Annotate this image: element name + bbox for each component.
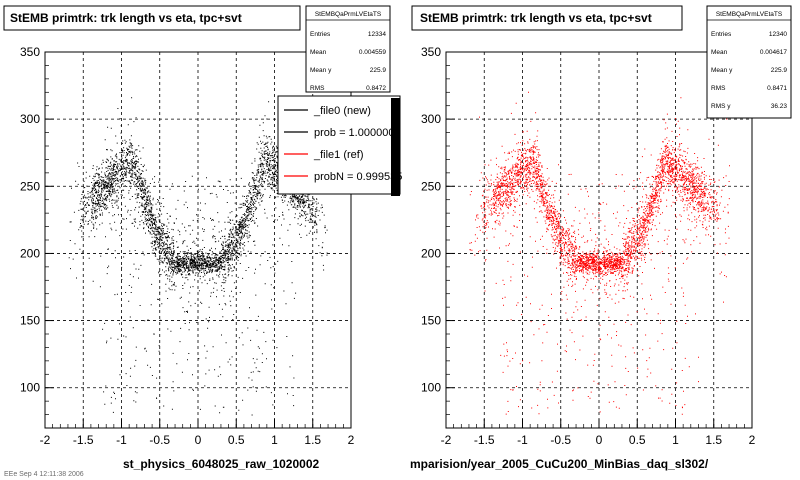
stats-value: 0.8472: [366, 85, 386, 92]
stats-label: RMS: [310, 85, 325, 92]
y-tick-label: 250: [20, 179, 40, 193]
left-stats-box: StEMBQaPrmLVEtaTS Entries 12334 Mean 0.0045…: [305, 5, 391, 93]
x-tick-label: 1.5: [304, 433, 321, 447]
y-tick-label: 200: [20, 246, 40, 260]
left-scatter-points: [68, 96, 328, 416]
scatter-points: [68, 96, 328, 416]
right-axis-ticks: -2 -1.5 -1 -0.5 0 0.5 1 1.5 2 100 150 200 250 300 350: [421, 45, 756, 447]
stats-value: 0.004617: [760, 49, 787, 56]
left-chart: -2 -1.5 -1 -0.5 0 0.5 1 1.5 2100150200250300350 …: [3, 5, 402, 478]
y-tick-label: 100: [421, 381, 441, 395]
y-tick-label: 250: [421, 179, 441, 193]
stats-value: 0.004559: [359, 49, 386, 56]
x-tick-label: 1: [672, 433, 679, 447]
x-tick-label: 1: [271, 433, 278, 447]
left-title-box: [3, 5, 301, 31]
right-x-axis-label: mparision/year_2005_CuCu200_MinBias_daq_…: [410, 457, 709, 471]
x-tick-label: -0.5: [149, 433, 170, 447]
stats-value: 225.9: [771, 67, 788, 74]
stats-label: RMS: [711, 85, 726, 92]
stats-value: 12334: [368, 31, 386, 38]
left-grid: [45, 52, 351, 428]
right-stats-rows: Entries 12340 Mean 0.004617 Mean y 225.9 RMS 0.…: [711, 31, 787, 110]
x-tick-label: -1.5: [474, 433, 495, 447]
right-stats-box: StEMBQaPrmLVEtaTS Entries 12340 Mean 0.0046…: [706, 5, 792, 119]
left-legend-entries: _file0 (new) prob = 1.000000 _file1 (ref) p…: [284, 105, 402, 183]
x-tick-label: -1.5: [73, 433, 94, 447]
scatter-points: [469, 91, 730, 415]
stats-value: 0.8471: [767, 85, 787, 92]
y-tick-label: 300: [20, 112, 40, 126]
legend-label: prob = 1.000000: [314, 127, 394, 139]
stats-label: Mean: [310, 49, 327, 56]
stats-label: Mean: [711, 49, 728, 56]
x-tick-label: 2: [749, 433, 756, 447]
y-tick-label: 200: [421, 246, 441, 260]
stats-value: 12340: [769, 31, 787, 38]
y-tick-label: 350: [20, 45, 40, 59]
right-chart-title: StEMB primtrk: trk length vs eta, tpc+sv…: [420, 11, 652, 25]
y-tick-label: 350: [421, 45, 441, 59]
x-tick-label: -1: [116, 433, 127, 447]
x-tick-label: 0.5: [228, 433, 245, 447]
stats-label: RMS y: [711, 103, 731, 110]
x-tick-label: 0: [195, 433, 202, 447]
left-stats-name: StEMBQaPrmLVEtaTS: [315, 11, 382, 18]
right-title-box: [411, 5, 683, 31]
legend-label: _file1 (ref): [313, 149, 364, 161]
x-tick-label: 0: [596, 433, 603, 447]
left-axis-ticks: -2 -1.5 -1 -0.5 0 0.5 1 1.5 2 100 150 200 250 300 350: [20, 45, 355, 447]
x-tick-label: -0.5: [550, 433, 571, 447]
left-legend-box: _file0 (new) prob = 1.000000 _file1 (ref) p…: [277, 95, 402, 196]
y-tick-label: 300: [421, 112, 441, 126]
legend-label: _file0 (new): [313, 105, 371, 117]
stats-value: 36.23: [771, 103, 788, 110]
stats-label: Entries: [310, 31, 331, 38]
x-tick-label: -2: [40, 433, 51, 447]
left-x-axis-label: st_physics_6048025_raw_1020002: [123, 457, 319, 471]
x-tick-label: 1.5: [705, 433, 722, 447]
x-tick-label: 2: [348, 433, 355, 447]
x-tick-label: 0.5: [629, 433, 646, 447]
stats-value: 225.9: [370, 67, 387, 74]
legend-label: probN = 0.999535: [314, 171, 402, 183]
right-scatter-points: [469, 91, 730, 415]
left-stats-rows: Entries 12334 Mean 0.004559 Mean y 225.9 RMS 0.…: [310, 31, 386, 92]
left-footer-timestamp: EEe Sep 4 12:11:38 2006: [4, 471, 84, 478]
left-chart-title: StEMB primtrk: trk length vs eta, tpc+sv…: [10, 11, 242, 25]
y-tick-label: 150: [421, 314, 441, 328]
y-tick-label: 150: [20, 314, 40, 328]
x-tick-label: -2: [441, 433, 452, 447]
y-tick-label: 100: [20, 381, 40, 395]
stats-label: Entries: [711, 31, 732, 38]
stats-label: Mean y: [310, 67, 332, 74]
x-tick-label: -1: [517, 433, 528, 447]
right-chart: -2 -1.5 -1 -0.5 0 0.5 1 1.5 2100150200250300350 …: [410, 5, 792, 471]
right-stats-name: StEMBQaPrmLVEtaTS: [716, 11, 783, 18]
stats-label: Mean y: [711, 67, 733, 74]
